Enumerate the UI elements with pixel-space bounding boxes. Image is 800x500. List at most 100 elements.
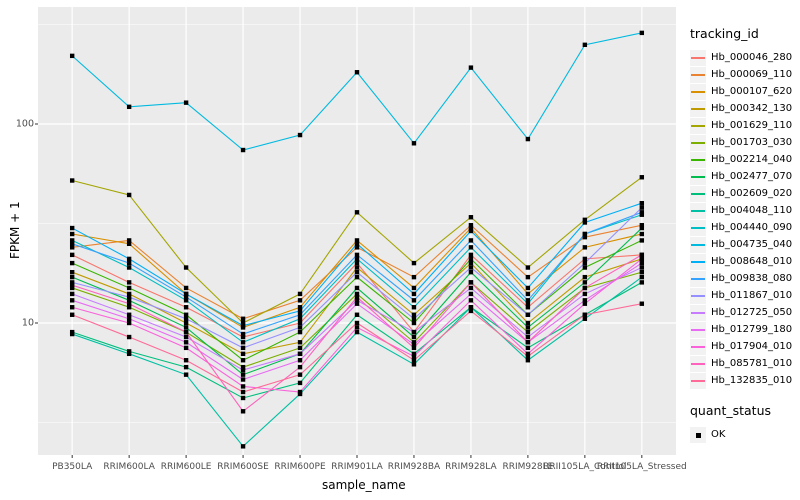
data-point bbox=[411, 298, 417, 303]
data-point bbox=[582, 285, 588, 291]
legend-item-Hb_001629_110[interactable]: Hb_001629_110 bbox=[690, 117, 800, 134]
data-point bbox=[183, 358, 189, 363]
data-point bbox=[297, 380, 303, 386]
series-key-icon bbox=[690, 355, 706, 372]
data-point bbox=[468, 308, 474, 314]
data-point bbox=[183, 372, 189, 377]
x-axis-title: sample_name bbox=[322, 478, 406, 492]
data-point bbox=[297, 351, 303, 357]
data-point bbox=[240, 340, 246, 345]
data-point bbox=[411, 260, 417, 266]
data-point bbox=[69, 245, 75, 250]
data-point bbox=[468, 65, 474, 70]
legend-item-label: Hb_011867_010 bbox=[711, 290, 793, 301]
legend-item-Hb_000342_130[interactable]: Hb_000342_130 bbox=[690, 100, 800, 117]
data-point bbox=[240, 345, 246, 351]
legend-item-Hb_009838_080[interactable]: Hb_009838_080 bbox=[690, 270, 800, 287]
data-point bbox=[183, 325, 189, 330]
series-key-icon bbox=[690, 321, 706, 338]
data-point bbox=[639, 200, 645, 206]
data-point bbox=[183, 312, 189, 317]
data-point bbox=[639, 280, 645, 285]
data-point bbox=[297, 298, 303, 303]
legend-item-Hb_000046_280[interactable]: Hb_000046_280 bbox=[690, 49, 800, 66]
legend-item-label: Hb_085781_010 bbox=[711, 358, 793, 369]
x-tick-label-RRIM600PE: RRIM600PE bbox=[274, 462, 326, 472]
legend-item-Hb_001703_030[interactable]: Hb_001703_030 bbox=[690, 134, 800, 151]
data-point bbox=[183, 285, 189, 291]
legend-item-Hb_012725_050[interactable]: Hb_012725_050 bbox=[690, 304, 800, 321]
legend-item-label: Hb_012725_050 bbox=[711, 307, 793, 318]
y-tick-label: 100 bbox=[15, 118, 34, 130]
legend-item-Hb_002477_070[interactable]: Hb_002477_070 bbox=[690, 168, 800, 185]
data-point bbox=[582, 42, 588, 48]
data-point bbox=[69, 280, 75, 285]
data-point bbox=[525, 305, 531, 310]
legend-item-Hb_002214_040[interactable]: Hb_002214_040 bbox=[690, 151, 800, 168]
legend-item-label: Hb_002477_070 bbox=[711, 171, 793, 182]
legend-item-Hb_002609_020[interactable]: Hb_002609_020 bbox=[690, 185, 800, 202]
data-point bbox=[411, 362, 417, 367]
legend-item-label: Hb_009838_080 bbox=[711, 273, 793, 284]
data-point bbox=[240, 331, 246, 337]
legend-item-label: Hb_004048_110 bbox=[711, 205, 793, 216]
data-point bbox=[69, 282, 75, 288]
legend-item-Hb_008648_010[interactable]: Hb_008648_010 bbox=[690, 253, 800, 270]
data-point bbox=[582, 217, 588, 223]
data-point bbox=[411, 354, 417, 359]
legend-item-Hb_000069_110[interactable]: Hb_000069_110 bbox=[690, 66, 800, 83]
data-point bbox=[126, 285, 132, 291]
legend-item-Hb_085781_010[interactable]: Hb_085781_010 bbox=[690, 355, 800, 372]
data-point bbox=[525, 334, 531, 340]
data-point bbox=[69, 238, 75, 243]
data-point bbox=[354, 260, 360, 266]
data-point bbox=[126, 265, 132, 270]
data-point bbox=[639, 265, 645, 270]
legend-item-Hb_004440_090[interactable]: Hb_004440_090 bbox=[690, 219, 800, 236]
legend-item-Hb_000107_620[interactable]: Hb_000107_620 bbox=[690, 83, 800, 100]
legend-item-Hb_011867_010[interactable]: Hb_011867_010 bbox=[690, 287, 800, 304]
x-tick-label-RRIM600LE: RRIM600LE bbox=[160, 462, 212, 472]
data-point bbox=[354, 252, 360, 258]
data-point bbox=[126, 241, 132, 247]
series-key-icon bbox=[690, 236, 706, 253]
series-key-icon bbox=[690, 304, 706, 321]
data-point bbox=[126, 298, 132, 303]
data-point bbox=[468, 260, 474, 266]
data-point bbox=[354, 270, 360, 275]
data-point bbox=[468, 238, 474, 243]
data-point bbox=[411, 329, 417, 335]
series-key-icon bbox=[690, 168, 706, 185]
data-point bbox=[411, 305, 417, 310]
data-point bbox=[582, 312, 588, 317]
data-point bbox=[297, 329, 303, 335]
data-point bbox=[183, 294, 189, 300]
legend-item-Hb_004735_040[interactable]: Hb_004735_040 bbox=[690, 236, 800, 253]
legend-item-ok[interactable]: OK bbox=[690, 426, 800, 443]
data-point bbox=[69, 270, 75, 275]
legend-item-Hb_012799_180[interactable]: Hb_012799_180 bbox=[690, 321, 800, 338]
x-tick-label-RRIM928BA: RRIM928BA bbox=[387, 462, 441, 472]
data-point bbox=[126, 301, 132, 306]
data-point bbox=[582, 231, 588, 237]
data-point bbox=[240, 384, 246, 389]
data-point bbox=[582, 291, 588, 297]
data-point bbox=[354, 329, 360, 335]
y-axis-title: FPKM + 1 bbox=[8, 201, 22, 259]
legend-item-Hb_017904_010[interactable]: Hb_017904_010 bbox=[690, 338, 800, 355]
legend-item-Hb_132835_010[interactable]: Hb_132835_010 bbox=[690, 372, 800, 389]
data-point bbox=[240, 323, 246, 328]
data-point bbox=[639, 210, 645, 215]
data-point bbox=[240, 320, 246, 326]
data-point bbox=[525, 291, 531, 297]
data-point bbox=[126, 238, 132, 243]
series-key-icon bbox=[690, 134, 706, 151]
series-key-icon bbox=[690, 253, 706, 270]
data-point bbox=[354, 312, 360, 317]
data-point bbox=[411, 334, 417, 340]
legend-item-Hb_004048_110[interactable]: Hb_004048_110 bbox=[690, 202, 800, 219]
series-key-icon bbox=[690, 372, 706, 389]
legend: tracking_id Hb_000046_280 Hb_000069_110 Hb… bbox=[690, 26, 800, 443]
series-key-icon bbox=[690, 117, 706, 134]
